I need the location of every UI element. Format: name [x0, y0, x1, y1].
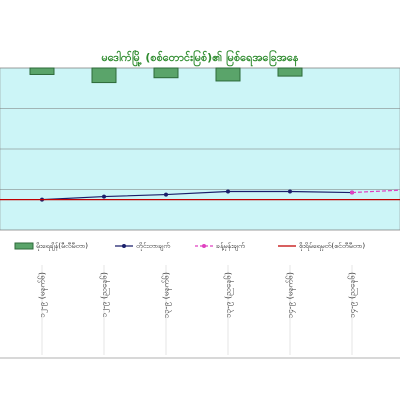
x-tick-label: ၁၃-၉ (ညနေ၆): [223, 272, 235, 318]
measured-line: [41, 190, 353, 201]
forecast-line: [351, 189, 400, 194]
point: [288, 189, 292, 194]
legend-label: တိုင်းတာချက်: [136, 242, 171, 251]
legend-point: [202, 244, 206, 248]
x-tick-label: ၁၄-၉ (ညနေ၆): [347, 272, 359, 318]
point: [226, 189, 230, 194]
x-tick-label: ၁၄-၉ (မနက်၆): [285, 272, 297, 318]
legend-swatch: [14, 242, 34, 250]
rain-bar: [277, 67, 303, 77]
rain-bar: [91, 67, 117, 84]
point: [102, 194, 106, 199]
x-tick-label: ၁၂-၉ (မနက်၆): [37, 272, 49, 318]
point: [350, 190, 354, 195]
legend-point: [122, 244, 126, 248]
point: [164, 192, 168, 197]
rain-bar: [29, 67, 55, 75]
chart-title: မဒေါက်မြို့ (စစ်တောင်းမြစ်)၏ မြစ်ရေအခြေအ…: [101, 49, 298, 67]
x-tick-label: ၁၃-၉ (မနက်၆): [161, 272, 173, 318]
legend-label: မိုးရေချိန်(မီလီမီတာ): [36, 242, 88, 251]
x-tick-label: ၁၂-၉ (ညနေ၆): [99, 272, 111, 317]
rain-bar: [153, 67, 179, 79]
legend-label: စိုးရိမ်ရေမှတ်(စင်တီမီတာ): [299, 242, 365, 251]
rain-bar: [215, 67, 241, 82]
legend-label: ခန့်မှန်းချက်: [216, 242, 245, 251]
